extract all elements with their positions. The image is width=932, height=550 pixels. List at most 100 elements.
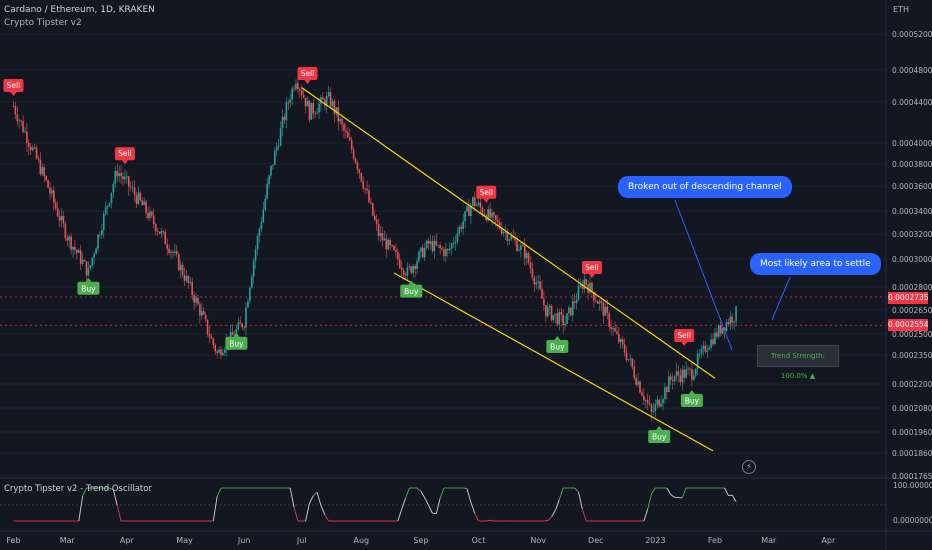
candle-body xyxy=(352,149,355,159)
x-tick-label: May xyxy=(176,536,193,545)
trend-oscillator xyxy=(0,487,886,522)
x-tick-label: Mar xyxy=(60,536,76,545)
axis-unit: ETH xyxy=(893,5,909,14)
callout-settle[interactable]: Most likely area to settle xyxy=(750,253,881,275)
candle-body xyxy=(719,325,722,334)
y-tick-label: 0.0002080 xyxy=(892,404,932,413)
candles xyxy=(12,75,737,421)
candle-body xyxy=(627,359,630,361)
candle-body xyxy=(477,202,480,205)
buy-signal: Buy xyxy=(400,280,423,298)
candle-body xyxy=(214,344,217,352)
candle-body xyxy=(43,167,46,176)
x-tick-label: Apr xyxy=(120,536,135,545)
callout-breakout[interactable]: Broken out of descending channel xyxy=(618,176,792,198)
lightning-icon[interactable]: ⚡ xyxy=(742,460,756,474)
osc-line xyxy=(466,488,472,503)
signal-label: Buy xyxy=(685,397,700,406)
osc-line xyxy=(731,494,737,502)
candle-body xyxy=(147,213,149,218)
candle-body xyxy=(593,292,595,301)
candle-body xyxy=(548,305,551,308)
candle-body xyxy=(650,404,653,412)
osc-line xyxy=(681,487,687,499)
y-tick-label: 0.0004800 xyxy=(892,66,932,75)
y-tick-label: 0.0003600 xyxy=(892,182,932,191)
candle-body xyxy=(429,241,432,244)
candle-body xyxy=(329,92,332,107)
candle-body xyxy=(331,101,334,107)
candle-body xyxy=(619,339,622,343)
candle-body xyxy=(189,281,192,283)
candle-body xyxy=(435,240,438,246)
candle-body xyxy=(89,265,92,269)
candle-body xyxy=(26,131,28,144)
candle-body xyxy=(133,187,136,196)
osc-line xyxy=(428,505,433,514)
candle-body xyxy=(452,243,455,245)
candle-body xyxy=(689,368,691,370)
candle-body xyxy=(87,268,90,276)
candle-body xyxy=(297,83,299,90)
candle-body xyxy=(643,395,645,401)
osc-line xyxy=(578,491,583,510)
candle-body xyxy=(135,195,138,204)
candle-body xyxy=(151,211,153,216)
candle-body xyxy=(41,167,44,175)
candle-body xyxy=(289,99,292,103)
y-tick-label: 0.0003400 xyxy=(892,207,932,216)
candle-body xyxy=(45,175,47,180)
x-tick-label: Jul xyxy=(296,536,307,545)
candle-body xyxy=(637,381,639,385)
signal-label: Sell xyxy=(585,263,599,272)
candle-body xyxy=(39,159,42,175)
osc-line xyxy=(486,519,491,522)
candle-body xyxy=(414,266,416,270)
candle-body xyxy=(268,175,270,185)
candle-body xyxy=(345,130,347,133)
candle-body xyxy=(201,311,203,316)
candle-body xyxy=(577,286,580,301)
candle-body xyxy=(222,352,224,356)
candle-body xyxy=(295,83,297,90)
candle-body xyxy=(671,379,674,381)
candle-body xyxy=(610,326,612,330)
candle-body xyxy=(333,101,336,114)
candle-body xyxy=(70,236,72,250)
candle-body xyxy=(606,307,609,313)
candle-body xyxy=(270,165,272,176)
candle-body xyxy=(187,276,190,283)
candle-body xyxy=(716,332,718,337)
osc-line xyxy=(397,509,403,522)
indicator-name: Crypto Tipster v2 xyxy=(4,18,82,28)
candle-body xyxy=(279,128,282,146)
candle-body xyxy=(64,223,67,239)
candle-body xyxy=(168,248,170,253)
candle-body xyxy=(479,202,482,208)
candle-body xyxy=(698,353,701,355)
candle-body xyxy=(427,240,430,244)
candle-body xyxy=(58,216,61,221)
candle-body xyxy=(164,231,167,245)
candle-body xyxy=(596,301,599,304)
candle-body xyxy=(441,248,443,250)
candle-body xyxy=(458,226,461,234)
candle-body xyxy=(101,229,103,236)
candle-body xyxy=(468,206,470,217)
candle-body xyxy=(546,307,549,317)
candle-body xyxy=(416,261,418,270)
candle-body xyxy=(431,241,434,252)
candle-body xyxy=(687,368,689,370)
candle-body xyxy=(354,158,357,163)
candle-body xyxy=(339,118,341,122)
candle-body xyxy=(397,251,399,260)
candle-body xyxy=(139,192,142,201)
x-tick-label: Jun xyxy=(237,536,251,545)
candle-body xyxy=(231,331,234,336)
candle-body xyxy=(541,288,543,299)
candle-body xyxy=(510,236,513,240)
x-tick-label: Oct xyxy=(472,536,486,545)
candle-body xyxy=(521,245,524,247)
